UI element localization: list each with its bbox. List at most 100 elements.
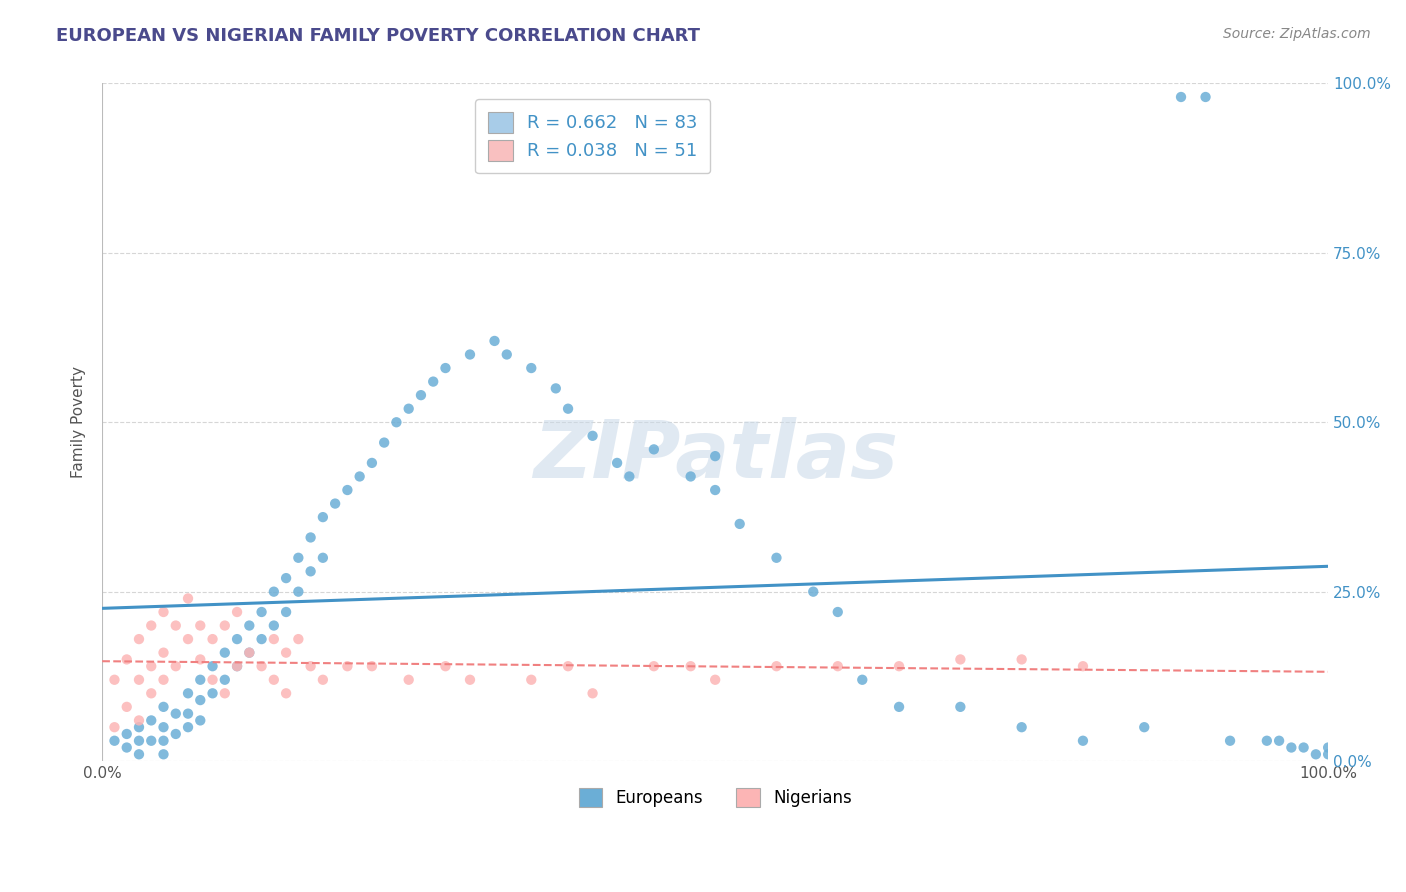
Point	[188, 714, 211, 728]
Point	[287, 632, 309, 646]
Point	[484, 334, 506, 348]
Point	[188, 673, 211, 687]
Point	[398, 401, 420, 416]
Point	[214, 673, 236, 687]
Point	[1170, 90, 1192, 104]
Point	[1305, 747, 1327, 762]
Point	[177, 632, 200, 646]
Point	[152, 733, 174, 747]
Point	[263, 632, 285, 646]
Point	[458, 347, 481, 361]
Point	[434, 361, 457, 376]
Point	[226, 632, 249, 646]
Text: Source: ZipAtlas.com: Source: ZipAtlas.com	[1223, 27, 1371, 41]
Point	[299, 565, 322, 579]
Point	[765, 550, 787, 565]
Point	[201, 632, 224, 646]
Point	[704, 673, 727, 687]
Point	[679, 469, 702, 483]
Point	[128, 714, 150, 728]
Point	[141, 618, 163, 632]
Point	[274, 605, 297, 619]
Point	[1011, 720, 1033, 734]
Point	[704, 449, 727, 463]
Point	[336, 659, 359, 673]
Point	[385, 415, 408, 429]
Point	[165, 727, 187, 741]
Point	[765, 659, 787, 673]
Point	[250, 605, 273, 619]
Point	[581, 686, 603, 700]
Point	[679, 659, 702, 673]
Point	[887, 699, 910, 714]
Point	[299, 659, 322, 673]
Point	[887, 659, 910, 673]
Point	[238, 646, 260, 660]
Point	[1219, 733, 1241, 747]
Point	[152, 747, 174, 762]
Point	[263, 673, 285, 687]
Point	[201, 686, 224, 700]
Point	[274, 571, 297, 585]
Point	[361, 659, 384, 673]
Point	[141, 714, 163, 728]
Point	[422, 375, 444, 389]
Point	[152, 673, 174, 687]
Point	[1194, 90, 1216, 104]
Point	[949, 699, 972, 714]
Point	[128, 673, 150, 687]
Point	[1317, 747, 1340, 762]
Point	[152, 699, 174, 714]
Point	[177, 706, 200, 721]
Point	[827, 605, 849, 619]
Point	[103, 673, 125, 687]
Point	[1292, 740, 1315, 755]
Point	[409, 388, 432, 402]
Point	[1256, 733, 1278, 747]
Point	[557, 401, 579, 416]
Point	[361, 456, 384, 470]
Point	[201, 659, 224, 673]
Text: EUROPEAN VS NIGERIAN FAMILY POVERTY CORRELATION CHART: EUROPEAN VS NIGERIAN FAMILY POVERTY CORR…	[56, 27, 700, 45]
Point	[851, 673, 873, 687]
Point	[801, 584, 824, 599]
Point	[349, 469, 371, 483]
Point	[263, 584, 285, 599]
Point	[115, 699, 138, 714]
Point	[287, 550, 309, 565]
Point	[250, 659, 273, 673]
Point	[238, 646, 260, 660]
Point	[238, 618, 260, 632]
Point	[1268, 733, 1291, 747]
Point	[728, 516, 751, 531]
Point	[827, 659, 849, 673]
Point	[141, 733, 163, 747]
Point	[226, 659, 249, 673]
Point	[226, 659, 249, 673]
Point	[115, 740, 138, 755]
Point	[188, 693, 211, 707]
Point	[458, 673, 481, 687]
Point	[177, 686, 200, 700]
Point	[557, 659, 579, 673]
Point	[177, 591, 200, 606]
Point	[165, 659, 187, 673]
Point	[103, 720, 125, 734]
Point	[274, 646, 297, 660]
Point	[312, 510, 335, 524]
Point	[1279, 740, 1302, 755]
Point	[128, 720, 150, 734]
Point	[299, 531, 322, 545]
Point	[128, 733, 150, 747]
Point	[165, 706, 187, 721]
Y-axis label: Family Poverty: Family Poverty	[72, 367, 86, 478]
Text: ZIPatlas: ZIPatlas	[533, 417, 897, 495]
Point	[226, 605, 249, 619]
Point	[141, 686, 163, 700]
Point	[263, 618, 285, 632]
Point	[115, 727, 138, 741]
Point	[704, 483, 727, 497]
Point	[165, 618, 187, 632]
Point	[312, 673, 335, 687]
Point	[103, 733, 125, 747]
